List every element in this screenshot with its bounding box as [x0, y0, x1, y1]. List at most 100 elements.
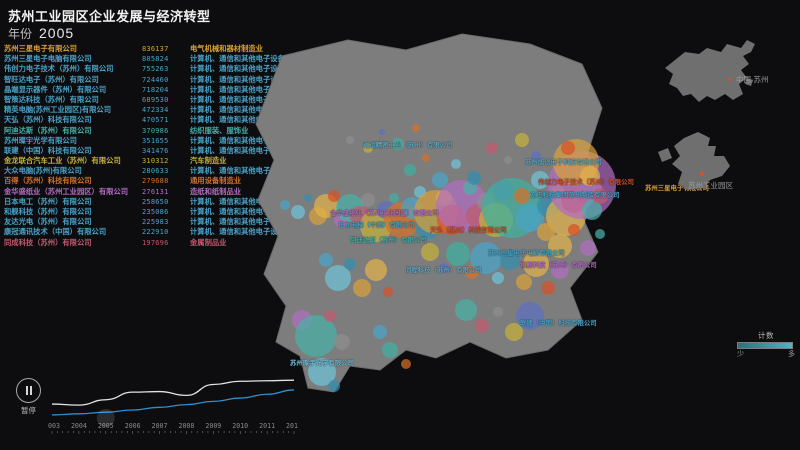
company-bubble[interactable] — [280, 200, 290, 210]
company-bubble[interactable] — [304, 194, 312, 202]
company-bubble[interactable] — [493, 307, 503, 317]
count-legend[interactable]: 计数 少 多 — [737, 330, 795, 359]
table-row[interactable]: 康冠通讯技术（中国）有限公司 222910 计算机、通信和其他电子设备制造业 — [4, 227, 314, 237]
company-bubble[interactable] — [475, 319, 489, 333]
company-bubble[interactable] — [379, 129, 385, 135]
company-bubble[interactable] — [486, 142, 498, 154]
company-bubble[interactable] — [422, 154, 430, 162]
company-bubble[interactable] — [421, 243, 439, 261]
company-bubble[interactable] — [514, 188, 530, 204]
table-row[interactable]: 伟创力电子技术（苏州）有限公司 755263 计算机、通信和其他电子设备制造业 — [4, 64, 314, 74]
bubble-layer[interactable] — [280, 124, 616, 392]
timeline-year-label[interactable]: 2012 — [286, 422, 298, 430]
company-bubble[interactable] — [516, 302, 544, 330]
company-bubble[interactable] — [361, 193, 375, 207]
company-bubble[interactable] — [412, 124, 420, 132]
inset-map-park[interactable]: 苏州工业园区 — [658, 112, 800, 202]
table-row[interactable]: 阿迪达斯（苏州）有限公司 370986 纺织服装、服饰业 — [4, 126, 314, 136]
company-bubble[interactable] — [439, 263, 449, 273]
company-bubble[interactable] — [334, 334, 350, 350]
table-row[interactable]: 大众电脑(苏州)有限公司 280633 计算机、通信和其他电子设备制造业 — [4, 166, 314, 176]
pause-button[interactable] — [16, 378, 41, 403]
timeline-year-label[interactable]: 2008 — [178, 422, 194, 430]
main-map[interactable]: 达运精密工业（苏州）有限公司 苏州旭创电子科技有限公司 苏州三星电子有限公司 伟创力电… — [230, 20, 709, 420]
company-bubble[interactable] — [382, 342, 398, 358]
company-bubble[interactable] — [531, 171, 549, 189]
company-bubble[interactable] — [541, 281, 555, 295]
table-row[interactable]: 晶端显示器件（苏州）有限公司 718204 计算机、通信和其他电子设备制造业 — [4, 85, 314, 95]
company-bubble[interactable] — [561, 141, 575, 155]
table-row[interactable]: 友达光电（苏州）有限公司 225983 计算机、通信和其他电子设备制造业 — [4, 217, 314, 227]
company-bubble[interactable] — [451, 159, 461, 169]
timeline-year-label[interactable]: 2005 — [98, 422, 114, 430]
company-bubble[interactable] — [432, 172, 448, 188]
company-bubble[interactable] — [328, 190, 340, 202]
table-row[interactable]: 金华盛纸业（苏州工业园区）有限公司 276131 造纸和纸制品业 — [4, 187, 314, 197]
timeline-year-label[interactable]: 2010 — [232, 422, 248, 430]
company-bubble[interactable] — [291, 205, 305, 219]
inset-map-china[interactable]: 中国·苏州 — [655, 22, 800, 112]
table-row[interactable]: 苏州三星电子电脑有限公司 805824 计算机、通信和其他电子设备制造业 — [4, 54, 314, 64]
company-bubble[interactable] — [319, 253, 333, 267]
table-row[interactable]: 和舰科技（苏州）有限公司 235086 计算机、通信和其他电子设备制造业 — [4, 207, 314, 217]
table-row[interactable]: 金龙联合汽车工业（苏州）有限公司 310312 汽车制造业 — [4, 156, 314, 166]
company-bubble[interactable] — [504, 156, 512, 164]
company-bubble[interactable] — [401, 359, 411, 369]
company-bubble[interactable] — [515, 133, 529, 147]
company-bubble[interactable] — [328, 380, 340, 392]
company-bubble[interactable] — [392, 138, 404, 150]
company-bubble[interactable] — [516, 274, 532, 290]
table-row[interactable]: 天弘（苏州）科技有限公司 470571 计算机、通信和其他电子设备制造业 — [4, 115, 314, 125]
company-bubble[interactable] — [580, 166, 600, 186]
company-bubble[interactable] — [467, 171, 481, 185]
company-bubble[interactable] — [404, 164, 416, 176]
table-row[interactable]: 联建（中国）科技有限公司 341476 计算机、通信和其他电子设备制造业 — [4, 146, 314, 156]
timeline-year-label[interactable]: 2011 — [259, 422, 275, 430]
company-bubble[interactable] — [568, 224, 580, 236]
timeline-scrubber[interactable] — [96, 409, 115, 427]
company-bubble[interactable] — [363, 143, 373, 153]
table-row[interactable]: 苏州三星电子有限公司 836137 电气机械和器材制造业 — [4, 44, 314, 54]
company-bubble[interactable] — [537, 223, 555, 241]
table-row[interactable]: 苏州璨宇光学有限公司 351655 计算机、通信和其他电子设备制造业 — [4, 136, 314, 146]
company-bubble[interactable] — [551, 261, 569, 279]
timeline-year-label[interactable]: 2003 — [48, 422, 60, 430]
timeline-sparkline[interactable]: 2003 2004 2005 2006 2007 2008 2009 2010 2011 2012 — [48, 372, 298, 434]
company-bubble[interactable] — [516, 204, 544, 232]
table-row[interactable]: 同成科技（苏州）有限公司 197696 金属制品业 — [4, 238, 314, 248]
company-bubble[interactable] — [353, 279, 371, 297]
company-bubble[interactable] — [548, 234, 572, 258]
company-bubble[interactable] — [455, 299, 477, 321]
company-bubble[interactable] — [492, 272, 504, 284]
timeline-year-label[interactable]: 2007 — [152, 422, 168, 430]
company-bubble[interactable] — [324, 310, 336, 322]
timeline-year-label[interactable]: 2009 — [205, 422, 221, 430]
company-bubble[interactable] — [595, 229, 605, 239]
company-bubble[interactable] — [373, 325, 387, 339]
table-row[interactable]: 日本电工（苏州）有限公司 258650 计算机、通信和其他电子设备制造业 — [4, 197, 314, 207]
company-bubble[interactable] — [580, 240, 596, 256]
company-bubble[interactable] — [383, 287, 393, 297]
company-bubble[interactable] — [308, 358, 336, 386]
timeline-year-label[interactable]: 2004 — [71, 422, 87, 430]
company-bubble[interactable] — [295, 315, 337, 357]
company-bubble[interactable] — [470, 242, 502, 274]
company-bubble[interactable] — [446, 242, 470, 266]
company-bubble[interactable] — [531, 151, 541, 161]
company-bubble[interactable] — [325, 265, 351, 291]
timeline-year-label[interactable]: 2006 — [125, 422, 141, 430]
company-bubble[interactable] — [592, 188, 608, 204]
company-bubble[interactable] — [389, 193, 399, 203]
company-bubble[interactable] — [523, 251, 549, 277]
company-bubble[interactable] — [505, 323, 523, 341]
company-bubble[interactable] — [365, 259, 387, 281]
company-bubble[interactable] — [500, 250, 520, 270]
table-row[interactable]: 智旺达电子（苏州）有限公司 724460 计算机、通信和其他电子设备制造业 — [4, 75, 314, 85]
table-row[interactable]: 百得（苏州）科技有限公司 279688 通用设备制造业 — [4, 176, 314, 186]
company-bubble[interactable] — [344, 258, 356, 270]
timeline-control[interactable]: 暂停 2003200420052006200720082009201020112… — [0, 372, 300, 442]
table-row[interactable]: 智策达科技（苏州）有限公司 689530 计算机、通信和其他电子设备制造业 — [4, 95, 314, 105]
table-row[interactable]: 精英电脑(苏州工业园区)有限公司 472334 计算机、通信和其他电子设备制造业 — [4, 105, 314, 115]
count-legend-gradient[interactable] — [737, 342, 793, 349]
company-bubble[interactable] — [346, 136, 354, 144]
